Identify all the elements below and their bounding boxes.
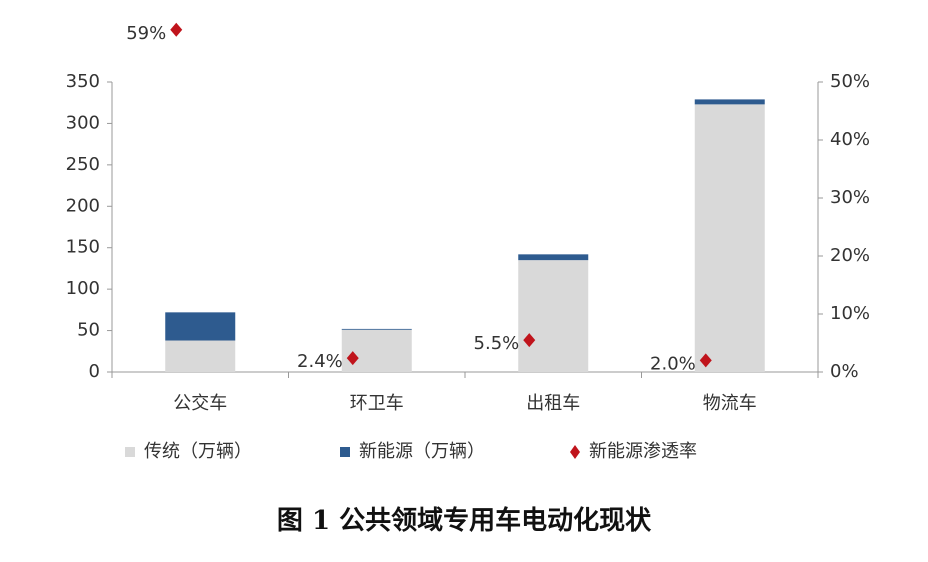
y-tick-label: 100 bbox=[66, 278, 100, 299]
y-tick-label: 50 bbox=[77, 320, 100, 341]
y-tick-label: 0 bbox=[89, 361, 100, 382]
rate-marker bbox=[170, 22, 183, 37]
rate-marker bbox=[699, 353, 712, 368]
y2-tick-label: 0% bbox=[830, 361, 859, 382]
rate-label: 2.4% bbox=[297, 351, 343, 372]
rate-marker bbox=[346, 351, 359, 366]
y2-tick-label: 50% bbox=[830, 71, 870, 92]
rate-label: 5.5% bbox=[474, 333, 520, 354]
x-tick-label: 环卫车 bbox=[350, 393, 404, 414]
bar-segment bbox=[165, 312, 236, 341]
bar-segment bbox=[165, 340, 236, 372]
rate-marker bbox=[523, 333, 536, 348]
x-tick-label: 物流车 bbox=[703, 393, 757, 414]
bar-segment bbox=[341, 329, 412, 372]
y-tick-label: 250 bbox=[66, 154, 100, 175]
legend-icon bbox=[570, 445, 580, 459]
y-tick-label: 300 bbox=[66, 112, 100, 133]
y2-tick-label: 40% bbox=[830, 129, 870, 150]
chart-title: 图 1 公共领域专用车电动化现状 bbox=[277, 505, 652, 536]
x-tick-label: 出租车 bbox=[526, 393, 580, 414]
y2-tick-label: 30% bbox=[830, 187, 870, 208]
bar-segment bbox=[694, 99, 765, 105]
bar-segment bbox=[694, 104, 765, 372]
x-tick-label: 公交车 bbox=[173, 393, 227, 414]
bar-segment bbox=[518, 260, 589, 372]
legend-label: 新能源渗透率 bbox=[589, 441, 697, 462]
rate-label: 59% bbox=[126, 23, 166, 44]
bar-segment bbox=[341, 328, 412, 330]
legend-label: 新能源（万辆） bbox=[359, 441, 485, 462]
legend-label: 传统（万辆） bbox=[144, 441, 252, 462]
bar-segment bbox=[518, 254, 589, 261]
y2-tick-label: 10% bbox=[830, 303, 870, 324]
y2-tick-label: 20% bbox=[830, 245, 870, 266]
y-tick-label: 350 bbox=[66, 71, 100, 92]
y-tick-label: 150 bbox=[66, 237, 100, 258]
legend-icon bbox=[340, 447, 350, 457]
legend-icon bbox=[125, 447, 135, 457]
rate-label: 2.0% bbox=[650, 353, 696, 374]
y-tick-label: 200 bbox=[66, 195, 100, 216]
